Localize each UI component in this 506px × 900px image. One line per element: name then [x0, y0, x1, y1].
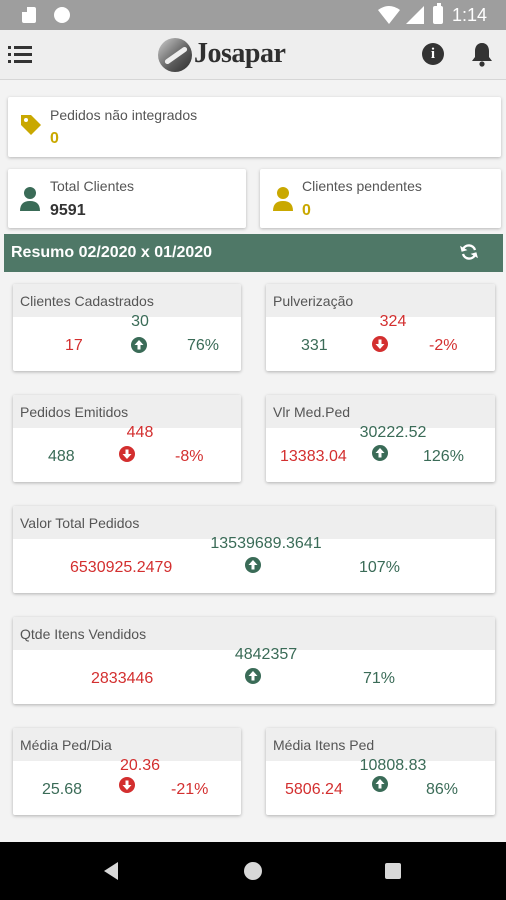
metric-title: Pedidos Emitidos — [20, 404, 129, 420]
total-clients-card[interactable]: Total Clientes 9591 — [8, 169, 246, 228]
person-icon — [20, 187, 40, 211]
metric-card[interactable]: Média Ped/Dia 20.36 25.68 -21% — [13, 728, 241, 815]
logo-mark-icon — [158, 38, 192, 72]
metric-title: Qtde Itens Vendidos — [20, 626, 147, 642]
metric-card-header: Média Itens Ped — [266, 728, 495, 761]
person-icon — [273, 187, 293, 211]
arrow-down-icon — [119, 446, 135, 462]
metric-percent: 76% — [187, 337, 220, 354]
app-bar: Josapar i — [0, 30, 506, 80]
metric-title: Média Ped/Dia — [20, 737, 112, 753]
metric-previous-value: 13383.04 — [280, 448, 347, 465]
brand-logo: Josapar — [158, 36, 298, 74]
metric-title: Média Itens Ped — [273, 737, 375, 753]
refresh-icon[interactable] — [459, 242, 479, 262]
metric-current-value: 4842357 — [234, 646, 298, 663]
total-clients-label: Total Clientes — [50, 178, 135, 194]
info-icon[interactable]: i — [422, 43, 444, 65]
metric-card-header: Pulverização — [266, 284, 495, 317]
menu-icon[interactable] — [8, 44, 32, 66]
metric-card-header: Vlr Med.Ped — [266, 395, 495, 428]
pending-orders-label: Pedidos não integrados — [50, 107, 198, 123]
metric-card-header: Clientes Cadastrados — [13, 284, 241, 317]
metric-card-header: Qtde Itens Vendidos — [13, 617, 495, 650]
metric-card-header: Média Ped/Dia — [13, 728, 241, 761]
arrow-up-icon — [245, 668, 261, 684]
metric-percent: 71% — [363, 670, 396, 687]
metric-title: Clientes Cadastrados — [20, 293, 154, 309]
metric-previous-value: 488 — [48, 448, 75, 465]
metric-percent: 86% — [426, 781, 459, 798]
arrow-down-icon — [119, 777, 135, 793]
navigation-bar — [0, 842, 506, 900]
status-time: 1:14 — [452, 5, 488, 25]
metric-current-value: 448 — [126, 424, 154, 441]
metric-title: Valor Total Pedidos — [20, 515, 140, 531]
total-clients-value: 9591 — [50, 202, 86, 219]
pending-orders-value: 0 — [50, 130, 59, 147]
metric-card-header: Pedidos Emitidos — [13, 395, 241, 428]
metric-card[interactable]: Pulverização 324 331 -2% — [266, 284, 495, 371]
recents-button[interactable] — [385, 863, 401, 879]
metric-previous-value: 5806.24 — [285, 781, 343, 798]
metric-previous-value: 25.68 — [42, 781, 83, 798]
metric-current-value: 10808.83 — [359, 757, 427, 774]
metric-card[interactable]: Vlr Med.Ped 30222.52 13383.04 126% — [266, 395, 495, 482]
metric-percent: 107% — [359, 559, 400, 576]
metric-card[interactable]: Clientes Cadastrados 30 17 76% — [13, 284, 241, 371]
tag-icon — [21, 115, 41, 135]
metric-current-value: 20.36 — [119, 757, 161, 774]
arrow-up-icon — [131, 337, 147, 353]
metric-previous-value: 6530925.2479 — [70, 559, 173, 576]
metric-previous-value: 2833446 — [91, 670, 154, 687]
metric-card[interactable]: Valor Total Pedidos 13539689.3641 6530925.… — [13, 506, 495, 593]
metric-percent: -8% — [175, 448, 204, 465]
metric-title: Vlr Med.Ped — [273, 404, 351, 420]
metric-previous-value: 331 — [301, 337, 328, 354]
metric-title: Pulverização — [273, 293, 354, 309]
bell-icon[interactable] — [470, 41, 494, 67]
arrow-up-icon — [372, 776, 388, 792]
pending-clients-label: Clientes pendentes — [302, 178, 422, 194]
metric-current-value: 30 — [131, 313, 149, 330]
arrow-up-icon — [372, 445, 388, 461]
metric-current-value: 324 — [379, 313, 407, 330]
metric-current-value: 13539689.3641 — [210, 535, 322, 552]
summary-title: Resumo 02/2020 x 01/2020 — [11, 244, 213, 261]
brand-name: Josapar — [194, 38, 286, 69]
wifi-icon — [378, 6, 400, 24]
pending-clients-value: 0 — [302, 202, 311, 219]
battery-icon — [433, 3, 443, 24]
summary-bar: Resumo 02/2020 x 01/2020 — [4, 234, 503, 272]
back-button[interactable] — [104, 862, 118, 880]
sd-card-icon — [22, 7, 36, 23]
metric-card[interactable]: Média Itens Ped 10808.83 5806.24 86% — [266, 728, 495, 815]
metric-percent: -21% — [171, 781, 209, 798]
signal-icon — [406, 6, 424, 24]
arrow-up-icon — [245, 557, 261, 573]
metric-percent: 126% — [423, 448, 464, 465]
metric-card[interactable]: Qtde Itens Vendidos 4842357 2833446 71% — [13, 617, 495, 704]
metric-card[interactable]: Pedidos Emitidos 448 488 -8% — [13, 395, 241, 482]
pending-clients-card[interactable]: Clientes pendentes 0 — [260, 169, 501, 228]
metric-card-header: Valor Total Pedidos — [13, 506, 495, 539]
metric-current-value: 30222.52 — [359, 424, 427, 441]
arrow-down-icon — [372, 336, 388, 352]
home-button[interactable] — [244, 862, 262, 880]
pending-orders-card[interactable]: Pedidos não integrados 0 — [8, 97, 501, 157]
metric-previous-value: 17 — [65, 337, 83, 354]
status-bar: 1:14 — [0, 0, 506, 30]
notification-dot-icon — [54, 7, 70, 23]
metric-percent: -2% — [429, 337, 458, 354]
